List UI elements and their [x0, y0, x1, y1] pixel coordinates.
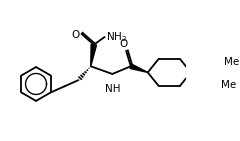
Polygon shape: [130, 64, 148, 72]
Text: Me: Me: [221, 80, 236, 90]
Text: O: O: [71, 30, 79, 40]
Polygon shape: [91, 44, 96, 66]
Text: NH: NH: [105, 84, 120, 94]
Text: Me: Me: [224, 57, 239, 67]
Text: NH$_2$: NH$_2$: [106, 30, 127, 44]
Text: O: O: [120, 39, 128, 49]
